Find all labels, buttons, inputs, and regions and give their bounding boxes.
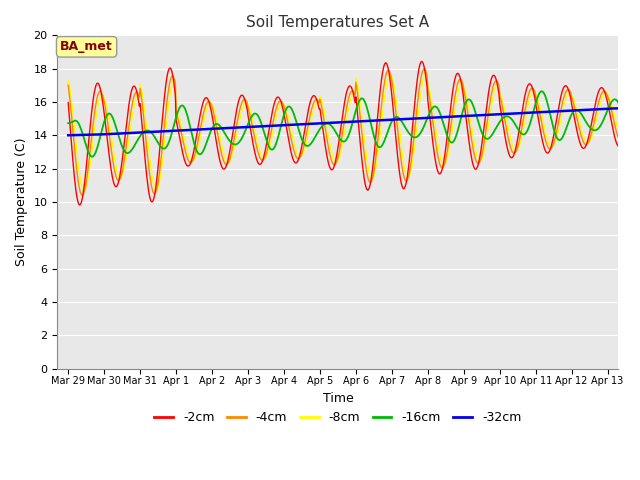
Y-axis label: Soil Temperature (C): Soil Temperature (C) [15,138,28,266]
Legend: -2cm, -4cm, -8cm, -16cm, -32cm: -2cm, -4cm, -8cm, -16cm, -32cm [149,406,527,429]
Title: Soil Temperatures Set A: Soil Temperatures Set A [246,15,429,30]
Text: BA_met: BA_met [60,40,113,53]
X-axis label: Time: Time [323,392,353,405]
